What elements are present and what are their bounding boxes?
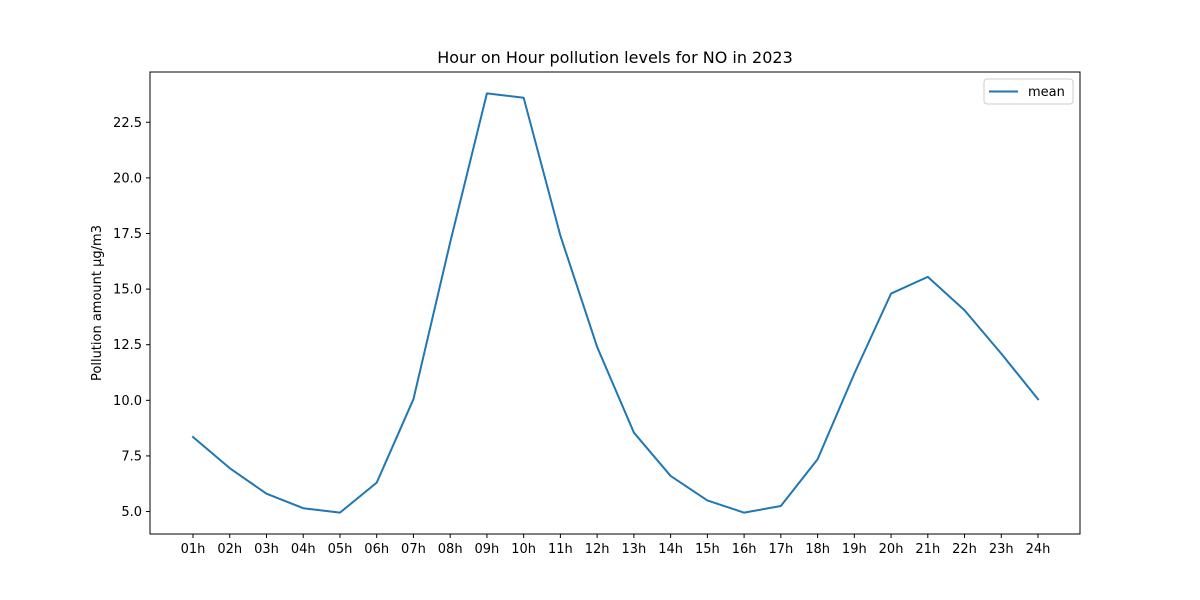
data-point-04h bbox=[302, 507, 304, 509]
data-point-13h bbox=[633, 432, 635, 434]
x-tick-label: 15h bbox=[695, 542, 720, 557]
y-tick-label: 7.5 bbox=[121, 449, 142, 464]
x-tick-label: 03h bbox=[254, 542, 279, 557]
x-tick-label: 07h bbox=[401, 542, 426, 557]
x-tick-label: 13h bbox=[621, 542, 646, 557]
y-tick-label: 22.5 bbox=[113, 116, 142, 131]
x-tick-label: 22h bbox=[952, 542, 977, 557]
x-tick-label: 17h bbox=[768, 542, 793, 557]
y-axis: 5.0 7.5 10.0 12.5 15.0 17.5 20.0 22.5 bbox=[113, 116, 150, 520]
data-point-17h bbox=[780, 505, 782, 507]
data-point-07h bbox=[412, 398, 414, 400]
data-point-02h bbox=[229, 467, 231, 469]
x-tick-label: 19h bbox=[842, 542, 867, 557]
chart-title: Hour on Hour pollution levels for NO in … bbox=[437, 48, 793, 67]
data-point-03h bbox=[265, 493, 267, 495]
x-tick-label: 04h bbox=[291, 542, 316, 557]
legend-label-mean: mean bbox=[1028, 85, 1065, 100]
data-point-15h bbox=[706, 499, 708, 501]
data-point-21h bbox=[927, 276, 929, 278]
data-point-16h bbox=[743, 512, 745, 514]
x-axis: 01h 02h 03h 04h 05h 06h 07h 08h 09h 10h 11h 12h 13h 1… bbox=[181, 534, 1051, 557]
x-tick-label: 11h bbox=[548, 542, 573, 557]
x-tick-label: 09h bbox=[475, 542, 500, 557]
data-point-19h bbox=[853, 373, 855, 375]
x-tick-label: 16h bbox=[732, 542, 757, 557]
x-tick-label: 20h bbox=[879, 542, 904, 557]
y-axis-title: Pollution amount µg/m3 bbox=[90, 225, 105, 381]
x-tick-label: 23h bbox=[989, 542, 1014, 557]
data-point-05h bbox=[339, 512, 341, 514]
x-tick-label: 06h bbox=[364, 542, 389, 557]
legend: mean bbox=[983, 78, 1074, 105]
data-point-24h bbox=[1037, 398, 1039, 400]
y-tick-label: 10.0 bbox=[113, 394, 142, 409]
x-tick-label: 05h bbox=[328, 542, 353, 557]
data-point-14h bbox=[670, 475, 672, 477]
data-point-11h bbox=[559, 235, 561, 237]
x-tick-label: 08h bbox=[438, 542, 463, 557]
data-point-18h bbox=[817, 458, 819, 460]
y-tick-label: 12.5 bbox=[113, 338, 142, 353]
data-point-20h bbox=[890, 293, 892, 295]
data-point-09h bbox=[486, 92, 488, 94]
x-tick-label: 21h bbox=[915, 542, 940, 557]
data-point-08h bbox=[449, 241, 451, 243]
x-tick-label: 10h bbox=[511, 542, 536, 557]
y-tick-label: 17.5 bbox=[113, 227, 142, 242]
plot-frame bbox=[149, 71, 1081, 535]
legend-box bbox=[983, 78, 1074, 105]
x-tick-label: 01h bbox=[181, 542, 206, 557]
series-layer bbox=[191, 92, 1040, 514]
x-tick-label: 18h bbox=[805, 542, 830, 557]
x-tick-label: 24h bbox=[1026, 542, 1051, 557]
data-point-06h bbox=[376, 482, 378, 484]
x-tick-label: 12h bbox=[585, 542, 610, 557]
data-point-01h bbox=[192, 436, 194, 438]
y-tick-label: 5.0 bbox=[121, 505, 142, 520]
data-point-23h bbox=[1000, 353, 1002, 355]
y-tick-label: 15.0 bbox=[113, 283, 142, 298]
series-line-mean bbox=[191, 92, 1040, 514]
y-tick-label: 20.0 bbox=[113, 171, 142, 186]
x-tick-label: 02h bbox=[217, 542, 242, 557]
data-point-10h bbox=[523, 97, 525, 99]
data-point-22h bbox=[964, 309, 966, 311]
data-point-12h bbox=[596, 346, 598, 348]
x-tick-label: 14h bbox=[658, 542, 683, 557]
